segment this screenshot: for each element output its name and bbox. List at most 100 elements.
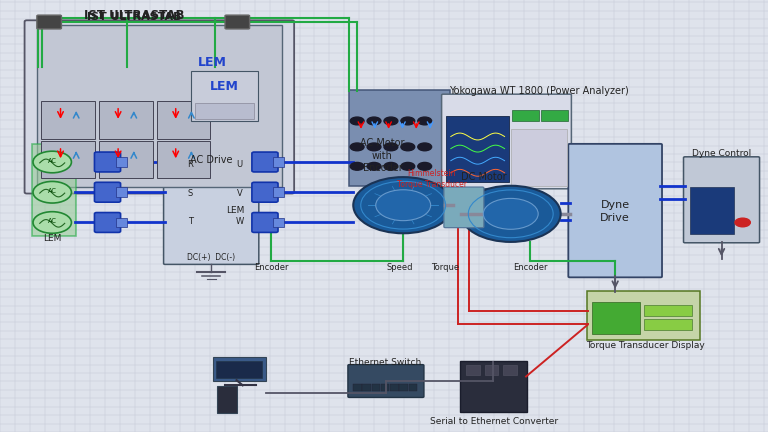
- Circle shape: [367, 143, 381, 151]
- FancyBboxPatch shape: [446, 116, 509, 182]
- FancyBboxPatch shape: [349, 90, 450, 186]
- FancyBboxPatch shape: [157, 101, 210, 139]
- FancyBboxPatch shape: [390, 384, 399, 391]
- Text: Encoder: Encoder: [513, 264, 547, 272]
- Circle shape: [33, 181, 71, 203]
- FancyBboxPatch shape: [195, 103, 254, 119]
- Circle shape: [461, 186, 561, 242]
- Text: Torque Transducer Display: Torque Transducer Display: [586, 341, 704, 350]
- FancyBboxPatch shape: [466, 365, 480, 375]
- FancyBboxPatch shape: [252, 213, 278, 232]
- FancyBboxPatch shape: [381, 384, 389, 391]
- FancyBboxPatch shape: [94, 152, 121, 172]
- Circle shape: [367, 117, 381, 125]
- Circle shape: [418, 162, 432, 170]
- FancyBboxPatch shape: [94, 213, 121, 232]
- FancyBboxPatch shape: [213, 357, 266, 381]
- Text: Torque: Torque: [432, 264, 459, 272]
- Text: Encoder: Encoder: [254, 264, 288, 272]
- Circle shape: [376, 190, 431, 221]
- FancyBboxPatch shape: [503, 365, 517, 375]
- FancyBboxPatch shape: [116, 187, 127, 197]
- FancyBboxPatch shape: [273, 218, 284, 227]
- Text: LEM: LEM: [210, 79, 239, 92]
- Circle shape: [353, 177, 453, 233]
- FancyBboxPatch shape: [94, 182, 121, 202]
- FancyBboxPatch shape: [273, 187, 284, 197]
- FancyBboxPatch shape: [164, 150, 259, 264]
- Text: Dyne
Drive: Dyne Drive: [601, 200, 630, 223]
- Text: Ethernet Switch: Ethernet Switch: [349, 359, 422, 367]
- Text: DC(+)  DC(-): DC(+) DC(-): [187, 254, 235, 262]
- FancyBboxPatch shape: [216, 361, 262, 378]
- FancyBboxPatch shape: [511, 129, 567, 186]
- FancyBboxPatch shape: [41, 101, 95, 139]
- FancyBboxPatch shape: [353, 384, 362, 391]
- FancyBboxPatch shape: [116, 218, 127, 227]
- FancyBboxPatch shape: [41, 141, 95, 178]
- FancyBboxPatch shape: [348, 365, 424, 397]
- FancyBboxPatch shape: [99, 101, 153, 139]
- FancyBboxPatch shape: [225, 15, 250, 29]
- Text: DC Motor: DC Motor: [461, 172, 507, 182]
- Text: Himmelstein
Torque Transducer: Himmelstein Torque Transducer: [396, 169, 467, 189]
- Text: R: R: [187, 160, 194, 168]
- Text: IST ULTRASTAB: IST ULTRASTAB: [84, 9, 184, 22]
- FancyBboxPatch shape: [399, 384, 408, 391]
- FancyBboxPatch shape: [372, 384, 380, 391]
- Text: T: T: [188, 217, 193, 226]
- Circle shape: [367, 162, 381, 170]
- Text: W: W: [236, 217, 243, 226]
- FancyBboxPatch shape: [409, 384, 417, 391]
- FancyBboxPatch shape: [644, 305, 692, 316]
- Text: AC: AC: [48, 218, 57, 224]
- FancyBboxPatch shape: [252, 152, 278, 172]
- Text: AC: AC: [48, 188, 57, 194]
- Text: AC Motor
with
Encoder: AC Motor with Encoder: [360, 138, 405, 173]
- Text: V: V: [237, 189, 243, 197]
- FancyBboxPatch shape: [362, 384, 371, 391]
- Circle shape: [350, 143, 364, 151]
- FancyBboxPatch shape: [444, 187, 484, 228]
- Text: Yokogawa WT 1800 (Power Analyzer): Yokogawa WT 1800 (Power Analyzer): [449, 86, 629, 96]
- Text: Dyne Control: Dyne Control: [692, 149, 752, 158]
- Text: AC: AC: [48, 158, 57, 164]
- FancyBboxPatch shape: [157, 141, 210, 178]
- Circle shape: [33, 212, 71, 233]
- FancyBboxPatch shape: [568, 144, 662, 277]
- FancyBboxPatch shape: [37, 25, 282, 187]
- FancyBboxPatch shape: [116, 157, 127, 167]
- FancyBboxPatch shape: [592, 302, 640, 334]
- Circle shape: [735, 218, 750, 227]
- Text: LEM: LEM: [198, 56, 227, 69]
- FancyBboxPatch shape: [512, 110, 539, 121]
- Circle shape: [418, 117, 432, 125]
- FancyBboxPatch shape: [690, 187, 734, 234]
- FancyBboxPatch shape: [25, 20, 294, 194]
- Text: U: U: [237, 160, 243, 168]
- FancyBboxPatch shape: [485, 365, 498, 375]
- Circle shape: [384, 162, 398, 170]
- FancyBboxPatch shape: [644, 319, 692, 330]
- FancyBboxPatch shape: [32, 144, 76, 236]
- Text: IST ULTRASTAB: IST ULTRASTAB: [87, 12, 182, 22]
- Circle shape: [350, 117, 364, 125]
- FancyBboxPatch shape: [684, 157, 760, 243]
- FancyBboxPatch shape: [273, 157, 284, 167]
- Circle shape: [384, 143, 398, 151]
- Text: Speed: Speed: [386, 264, 412, 272]
- Text: S: S: [188, 189, 193, 197]
- FancyBboxPatch shape: [252, 182, 278, 202]
- Text: AC Drive: AC Drive: [190, 155, 233, 165]
- FancyBboxPatch shape: [217, 386, 237, 413]
- Text: Serial to Ethernet Converter: Serial to Ethernet Converter: [430, 417, 558, 426]
- Circle shape: [401, 162, 415, 170]
- Text: LEM: LEM: [227, 206, 245, 215]
- Circle shape: [33, 151, 71, 173]
- FancyBboxPatch shape: [191, 71, 258, 121]
- Circle shape: [483, 198, 538, 229]
- Circle shape: [401, 117, 415, 125]
- FancyBboxPatch shape: [99, 141, 153, 178]
- FancyBboxPatch shape: [541, 110, 568, 121]
- FancyBboxPatch shape: [442, 94, 571, 189]
